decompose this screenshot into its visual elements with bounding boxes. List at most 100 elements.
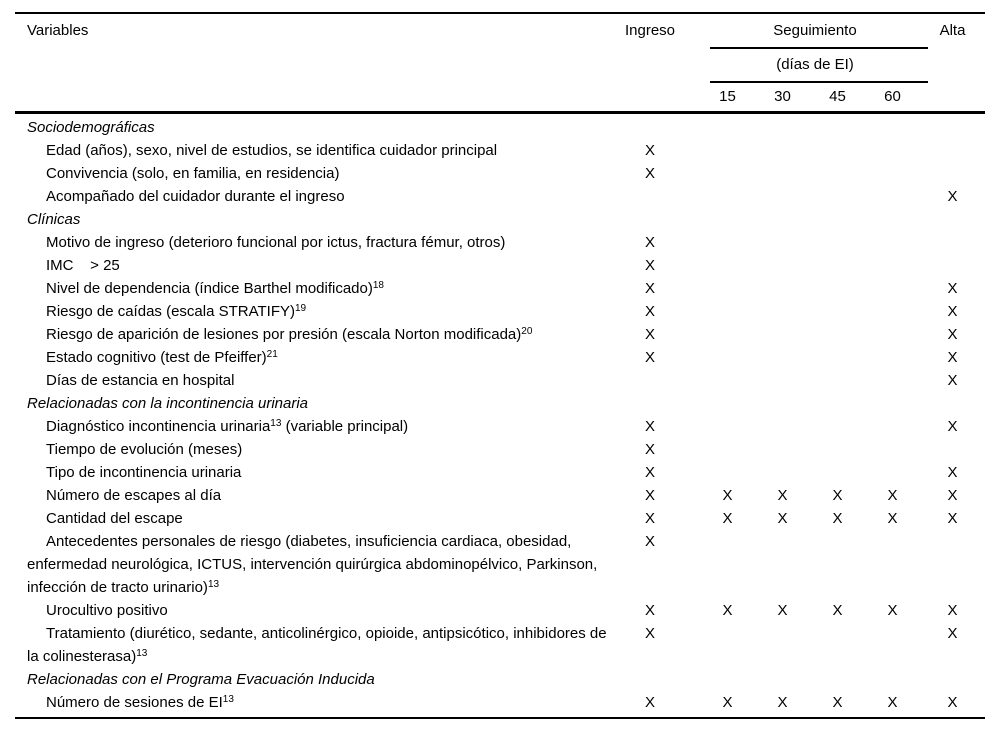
- row-label: Urocultivo positivo: [46, 602, 168, 619]
- row-label: Tratamiento (diurético, sedante, anticol…: [27, 625, 607, 665]
- section-row: Clínicas: [15, 208, 985, 231]
- variable-row: Número de sesiones de EI13 X X X X X X: [15, 691, 985, 714]
- mark-cell-ingreso: X: [644, 257, 655, 274]
- column-header-day-45: 45: [829, 88, 846, 105]
- mark-cell-ingreso: X: [644, 165, 655, 182]
- mark-cell-ingreso: X: [644, 625, 655, 642]
- mark-cell-alta: X: [947, 188, 958, 205]
- variable-row: Cantidad del escape X X X X X X: [15, 507, 985, 530]
- mark-cell-alta: X: [947, 280, 958, 297]
- variable-row: Edad (años), sexo, nivel de estudios, se…: [15, 139, 985, 162]
- variable-row: Número de escapes al día X X X X X X: [15, 484, 985, 507]
- mark-cell-alta: X: [947, 602, 958, 619]
- variable-row: Acompañado del cuidador durante el ingre…: [15, 185, 985, 208]
- table-header: Variables Ingreso Seguimiento (días de E…: [15, 14, 985, 114]
- column-header-seguimiento: Seguimiento: [773, 22, 857, 39]
- mark-cell-d30: X: [777, 510, 788, 527]
- section-row: Sociodemográficas: [15, 116, 985, 139]
- variable-row: Riesgo de aparición de lesiones por pres…: [15, 323, 985, 346]
- row-label: Tipo de incontinencia urinaria: [46, 464, 242, 481]
- row-label: Cantidad del escape: [46, 510, 183, 527]
- mark-cell-ingreso: X: [644, 326, 655, 343]
- row-label: Diagnóstico incontinencia urinaria13 (va…: [46, 418, 409, 435]
- row-label: Antecedentes personales de riesgo (diabe…: [27, 533, 598, 596]
- day-headers: 15 30 45 60: [700, 83, 930, 111]
- variable-row: Urocultivo positivo X X X X X X: [15, 599, 985, 622]
- row-label: IMC > 25: [46, 257, 120, 274]
- column-header-day-60: 60: [884, 88, 901, 105]
- mark-cell-alta: X: [947, 694, 958, 711]
- variable-row: Tratamiento (diurético, sedante, anticol…: [15, 622, 985, 668]
- column-header-variables: Variables: [27, 22, 89, 39]
- row-label: Sociodemográficas: [27, 119, 155, 136]
- mark-cell-alta: X: [947, 625, 958, 642]
- row-label: Riesgo de aparición de lesiones por pres…: [46, 326, 533, 343]
- mark-cell-d60: X: [887, 694, 898, 711]
- variable-row: Tiempo de evolución (meses) X: [15, 438, 985, 461]
- mark-cell-d15: X: [722, 487, 733, 504]
- mark-cell-ingreso: X: [644, 602, 655, 619]
- variable-row: Antecedentes personales de riesgo (diabe…: [15, 530, 985, 599]
- variable-row: Estado cognitivo (test de Pfeiffer)21 X X: [15, 346, 985, 369]
- mark-cell-alta: X: [947, 464, 958, 481]
- row-label: Número de escapes al día: [46, 487, 222, 504]
- row-label: Nivel de dependencia (índice Barthel mod…: [46, 280, 384, 297]
- seguimiento-column-group: Seguimiento (días de EI) 15 30 45 60: [700, 14, 930, 111]
- row-label: Riesgo de caídas (escala STRATIFY)19: [46, 303, 307, 320]
- row-label: Relacionadas con la incontinencia urinar…: [27, 395, 309, 412]
- row-label: Motivo de ingreso (deterioro funcional p…: [46, 234, 506, 251]
- variable-row: Nivel de dependencia (índice Barthel mod…: [15, 277, 985, 300]
- mark-cell-d45: X: [832, 510, 843, 527]
- row-label: Acompañado del cuidador durante el ingre…: [46, 188, 345, 205]
- row-label: Relacionadas con el Programa Evacuación …: [27, 671, 375, 688]
- row-label: Número de sesiones de EI13: [46, 694, 234, 711]
- mark-cell-ingreso: X: [644, 533, 655, 550]
- mark-cell-d60: X: [887, 602, 898, 619]
- column-header-day-30: 30: [774, 88, 791, 105]
- mark-cell-ingreso: X: [644, 303, 655, 320]
- seguimiento-subheader: (días de EI): [776, 56, 854, 73]
- mark-cell-d15: X: [722, 510, 733, 527]
- mark-cell-alta: X: [947, 510, 958, 527]
- mark-cell-ingreso: X: [644, 349, 655, 366]
- seguimiento-rule-top: [710, 47, 928, 49]
- mark-cell-ingreso: X: [644, 487, 655, 504]
- mark-cell-ingreso: X: [644, 510, 655, 527]
- mark-cell-alta: X: [947, 303, 958, 320]
- mark-cell-ingreso: X: [644, 694, 655, 711]
- mark-cell-d15: X: [722, 602, 733, 619]
- mark-cell-ingreso: X: [644, 280, 655, 297]
- mark-cell-ingreso: X: [644, 441, 655, 458]
- reference-superscript: 13: [270, 418, 282, 429]
- mark-cell-d45: X: [832, 694, 843, 711]
- mark-cell-d30: X: [777, 602, 788, 619]
- table-body: Sociodemográficas Edad (años), sexo, nive…: [15, 114, 985, 719]
- reference-superscript: 13: [222, 694, 234, 705]
- row-label: Tiempo de evolución (meses): [46, 441, 243, 458]
- mark-cell-ingreso: X: [644, 234, 655, 251]
- mark-cell-d60: X: [887, 487, 898, 504]
- section-row: Relacionadas con la incontinencia urinar…: [15, 392, 985, 415]
- mark-cell-d60: X: [887, 510, 898, 527]
- row-label: Convivencia (solo, en familia, en reside…: [46, 165, 340, 182]
- variable-row: Días de estancia en hospital X: [15, 369, 985, 392]
- variables-table: Variables Ingreso Seguimiento (días de E…: [15, 12, 985, 719]
- mark-cell-d15: X: [722, 694, 733, 711]
- reference-superscript: 13: [207, 579, 220, 590]
- variable-row: Riesgo de caídas (escala STRATIFY)19 X X: [15, 300, 985, 323]
- reference-superscript: 21: [266, 349, 278, 360]
- section-row: Relacionadas con el Programa Evacuación …: [15, 668, 985, 691]
- mark-cell-ingreso: X: [644, 142, 655, 159]
- row-label: Clínicas: [27, 211, 81, 228]
- mark-cell-ingreso: X: [644, 418, 655, 435]
- variable-row: Motivo de ingreso (deterioro funcional p…: [15, 231, 985, 254]
- row-label: Estado cognitivo (test de Pfeiffer)21: [46, 349, 278, 366]
- seguimiento-rule-bottom: [710, 81, 928, 83]
- reference-superscript: 19: [294, 303, 307, 314]
- mark-cell-d45: X: [832, 487, 843, 504]
- mark-cell-alta: X: [947, 487, 958, 504]
- reference-superscript: 13: [136, 648, 148, 659]
- mark-cell-d30: X: [777, 694, 788, 711]
- mark-cell-alta: X: [947, 418, 958, 435]
- mark-cell-alta: X: [947, 372, 958, 389]
